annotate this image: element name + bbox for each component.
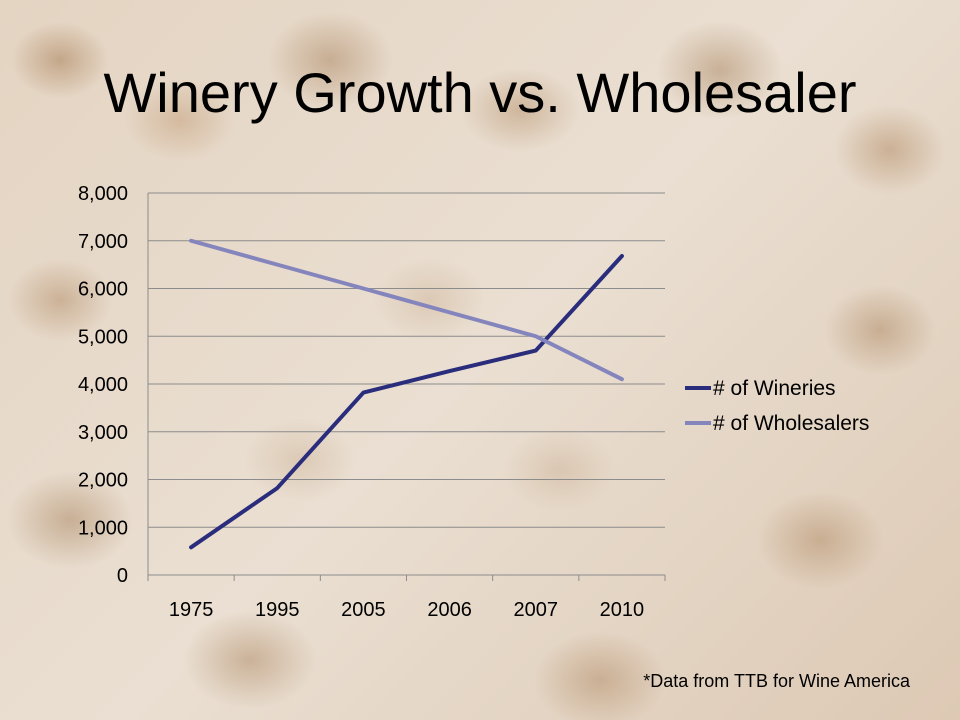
x-tick-label: 2007 bbox=[514, 599, 559, 621]
y-tick-label: 1,000 bbox=[78, 517, 128, 539]
x-tick-label: 1995 bbox=[255, 599, 300, 621]
y-tick-label: 2,000 bbox=[78, 470, 128, 492]
y-tick-label: 7,000 bbox=[78, 231, 128, 253]
slide-title: Winery Growth vs. Wholesaler bbox=[103, 61, 857, 124]
y-tick-label: 0 bbox=[117, 565, 128, 587]
y-tick-label: 8,000 bbox=[78, 183, 128, 205]
y-tick-label: 4,000 bbox=[78, 374, 128, 396]
source-note: *Data from TTB for Wine America bbox=[643, 671, 910, 691]
legend-label: # of Wineries bbox=[713, 377, 836, 400]
x-axis-tick-labels: 1975 1995 2005 2006 2007 2010 bbox=[169, 599, 644, 621]
legend: # of Wineries # of Wholesalers bbox=[685, 377, 869, 435]
legend-label: # of Wholesalers bbox=[713, 412, 869, 435]
x-tick-label: 2006 bbox=[427, 599, 472, 621]
y-tick-label: 3,000 bbox=[78, 422, 128, 444]
x-tick-label: 2005 bbox=[341, 599, 386, 621]
series-line-1 bbox=[189, 254, 624, 550]
y-tick-label: 6,000 bbox=[78, 279, 128, 301]
axes bbox=[147, 193, 666, 581]
series-lines bbox=[189, 238, 624, 550]
x-tick-label: 2010 bbox=[600, 599, 645, 621]
y-axis-tick-labels: 0 1,000 2,000 3,000 4,000 5,000 6,000 7,000 8,00… bbox=[78, 183, 128, 587]
x-tick-label: 1975 bbox=[169, 599, 214, 621]
gridlines bbox=[148, 192, 665, 528]
series-line-2 bbox=[189, 238, 624, 382]
y-tick-label: 5,000 bbox=[78, 326, 128, 348]
